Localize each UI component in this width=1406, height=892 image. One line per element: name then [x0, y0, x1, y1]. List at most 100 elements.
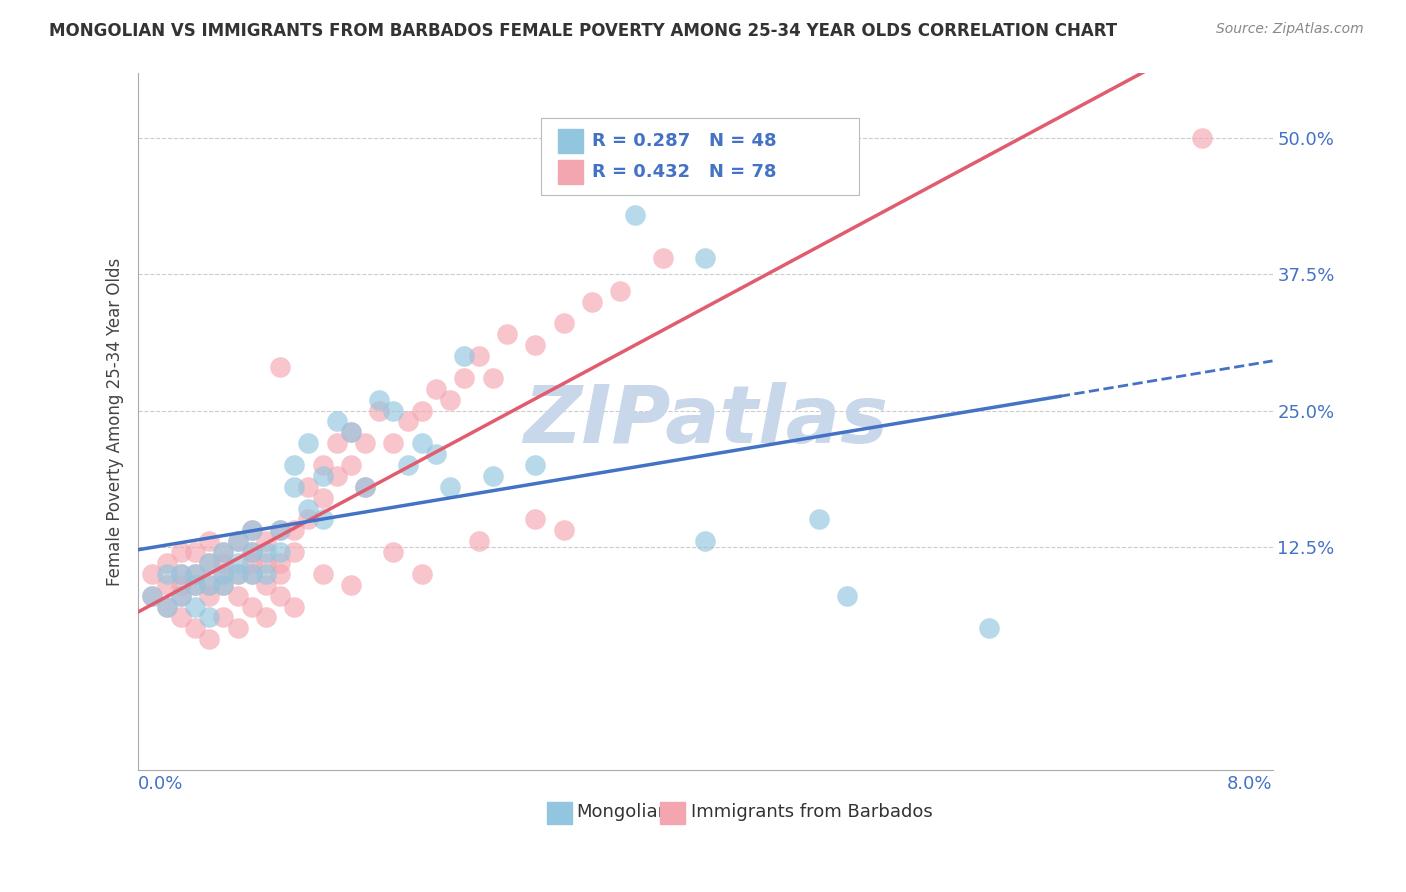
- Point: [226, 534, 249, 549]
- Point: [269, 359, 291, 374]
- Point: [170, 589, 193, 603]
- Point: [141, 589, 163, 603]
- Point: [212, 545, 235, 559]
- Text: Immigrants from Barbados: Immigrants from Barbados: [690, 803, 932, 821]
- Point: [212, 610, 235, 624]
- Point: [141, 589, 163, 603]
- Point: [524, 512, 547, 526]
- Point: [453, 371, 475, 385]
- Point: [156, 566, 179, 581]
- Point: [411, 403, 433, 417]
- Point: [240, 524, 263, 538]
- Point: [212, 578, 235, 592]
- Point: [411, 566, 433, 581]
- Point: [553, 317, 575, 331]
- Point: [695, 534, 717, 549]
- Text: 0.0%: 0.0%: [138, 775, 184, 793]
- Point: [240, 566, 263, 581]
- Point: [354, 480, 377, 494]
- Point: [226, 566, 249, 581]
- Point: [269, 589, 291, 603]
- Point: [481, 469, 503, 483]
- Point: [453, 349, 475, 363]
- Point: [326, 414, 349, 428]
- Point: [240, 545, 263, 559]
- Point: [240, 524, 263, 538]
- Point: [609, 284, 631, 298]
- Point: [184, 578, 207, 592]
- Point: [524, 458, 547, 472]
- Point: [553, 524, 575, 538]
- Point: [198, 578, 221, 592]
- Point: [425, 447, 447, 461]
- Point: [382, 545, 405, 559]
- Point: [496, 327, 519, 342]
- Point: [212, 566, 235, 581]
- Point: [977, 621, 1000, 635]
- Point: [326, 436, 349, 450]
- Point: [212, 556, 235, 570]
- Point: [651, 251, 673, 265]
- Point: [311, 458, 333, 472]
- Text: Mongolians: Mongolians: [576, 803, 679, 821]
- Point: [439, 392, 461, 407]
- Bar: [659, 802, 685, 824]
- Point: [396, 414, 419, 428]
- Point: [170, 566, 193, 581]
- Point: [623, 208, 645, 222]
- Point: [184, 566, 207, 581]
- Text: Source: ZipAtlas.com: Source: ZipAtlas.com: [1216, 22, 1364, 37]
- Point: [226, 589, 249, 603]
- Point: [837, 589, 859, 603]
- Point: [269, 566, 291, 581]
- Point: [212, 578, 235, 592]
- Point: [170, 589, 193, 603]
- Point: [198, 632, 221, 647]
- Point: [283, 524, 305, 538]
- Point: [198, 556, 221, 570]
- Point: [198, 534, 221, 549]
- Point: [1191, 131, 1213, 145]
- Point: [311, 566, 333, 581]
- Point: [340, 425, 363, 440]
- Point: [354, 480, 377, 494]
- Point: [184, 578, 207, 592]
- Point: [226, 534, 249, 549]
- Point: [695, 251, 717, 265]
- Point: [198, 556, 221, 570]
- Point: [156, 599, 179, 614]
- Text: R = 0.432   N = 78: R = 0.432 N = 78: [592, 163, 776, 181]
- Point: [411, 436, 433, 450]
- Point: [340, 578, 363, 592]
- Point: [198, 610, 221, 624]
- Point: [283, 458, 305, 472]
- Point: [340, 425, 363, 440]
- Point: [368, 392, 391, 407]
- Point: [226, 566, 249, 581]
- Point: [382, 436, 405, 450]
- Point: [184, 545, 207, 559]
- Point: [425, 382, 447, 396]
- Point: [269, 545, 291, 559]
- Text: 8.0%: 8.0%: [1227, 775, 1272, 793]
- Text: R = 0.287   N = 48: R = 0.287 N = 48: [592, 132, 776, 150]
- Point: [311, 512, 333, 526]
- Point: [170, 545, 193, 559]
- Point: [226, 556, 249, 570]
- Point: [297, 480, 319, 494]
- Point: [481, 371, 503, 385]
- Point: [581, 294, 603, 309]
- Point: [254, 578, 277, 592]
- Bar: [547, 802, 572, 824]
- Point: [156, 556, 179, 570]
- Point: [240, 545, 263, 559]
- Point: [297, 436, 319, 450]
- FancyBboxPatch shape: [541, 119, 859, 195]
- Point: [269, 524, 291, 538]
- Point: [283, 599, 305, 614]
- Point: [524, 338, 547, 352]
- Point: [184, 566, 207, 581]
- Text: ZIPatlas: ZIPatlas: [523, 383, 889, 460]
- Point: [254, 545, 277, 559]
- Point: [467, 349, 489, 363]
